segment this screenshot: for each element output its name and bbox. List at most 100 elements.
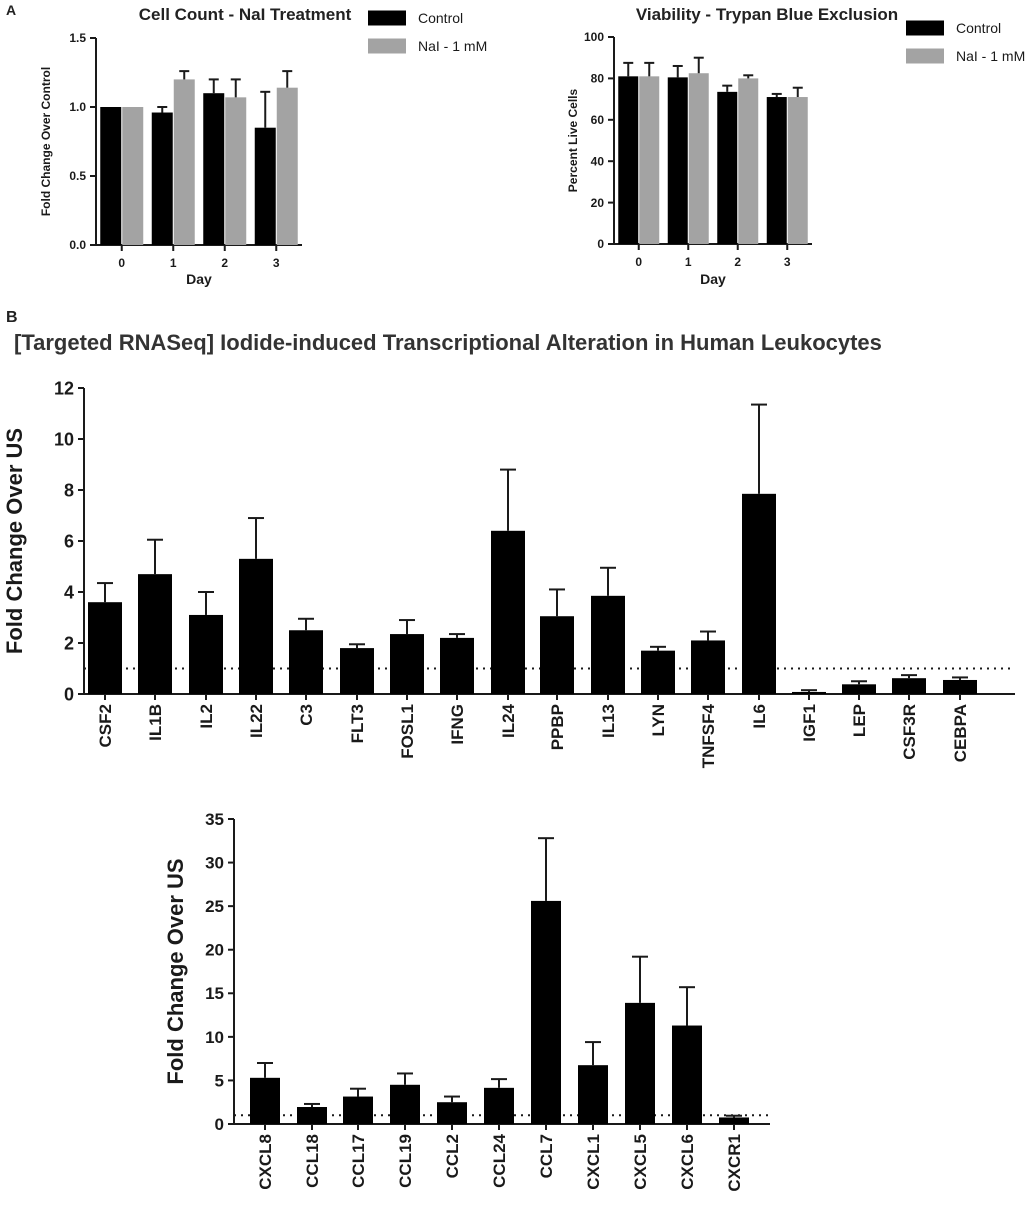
x-tick-label: 1 — [170, 256, 177, 270]
legend-swatch-nai — [368, 38, 406, 54]
y-tick-label: 25 — [205, 897, 224, 916]
y-axis-label: Percent Live Cells — [566, 88, 580, 192]
bar-il24 — [491, 530, 525, 694]
x-tick-label: CEBPA — [951, 704, 970, 762]
x-tick-label: CCL19 — [396, 1134, 415, 1188]
y-tick-label: 1.5 — [69, 31, 86, 45]
x-tick-label: 3 — [784, 255, 791, 269]
x-tick-label: 0 — [635, 255, 642, 269]
bar-fosl1 — [390, 634, 424, 694]
bar-control-day-3 — [254, 127, 276, 245]
legend-label-control: Control — [956, 20, 1001, 36]
bar-cxcl1 — [578, 1065, 608, 1124]
bar-ccl19 — [390, 1084, 420, 1124]
rnaseq-genes-chart: 0 2 4 6 8 10 12 Fold Change Over US CSF2 IL1B IL2 I… — [2, 378, 1015, 768]
y-tick-label: 30 — [205, 854, 224, 873]
x-tick-label: CXCL5 — [631, 1134, 650, 1190]
y-tick-label: 20 — [591, 196, 605, 210]
legend-swatch-control — [906, 20, 944, 36]
x-tick-label: FLT3 — [348, 704, 367, 743]
y-tick-label: 4 — [64, 582, 74, 602]
bar-control-day-1 — [667, 77, 688, 245]
bar-cxcl5 — [625, 1002, 655, 1124]
x-tick-label: CCL17 — [349, 1134, 368, 1188]
y-tick-label: 2 — [64, 633, 74, 653]
y-tick-label: 35 — [205, 810, 224, 829]
bar-control-day-0 — [100, 107, 122, 245]
bar-control-day-2 — [717, 91, 738, 244]
x-tick-label: IL1B — [146, 704, 165, 741]
y-axis-label: Fold Change Over US — [163, 858, 188, 1084]
y-tick-label: 0.0 — [69, 238, 86, 252]
bar-igf1 — [792, 691, 826, 694]
bar-nai-day-2 — [225, 97, 247, 245]
viability-chart: Viability - Trypan Blue Exclusion 0 20 40 60… — [566, 5, 1025, 287]
bar-nai-day-1 — [688, 73, 709, 244]
bar-control-day-1 — [151, 112, 173, 246]
legend-label-control: Control — [418, 10, 463, 26]
chart-title: Viability - Trypan Blue Exclusion — [636, 5, 898, 24]
x-tick-label: C3 — [297, 704, 316, 726]
y-tick-label: 0 — [597, 237, 604, 251]
x-tick-label: PPBP — [548, 704, 567, 750]
bar-il6 — [742, 493, 776, 694]
y-tick-label: 5 — [215, 1071, 224, 1090]
x-tick-label: CXCL1 — [584, 1134, 603, 1190]
bar-il2 — [189, 614, 223, 694]
x-tick-label: CCL24 — [490, 1133, 509, 1187]
x-tick-label: CSF2 — [96, 704, 115, 747]
x-tick-label: 2 — [221, 256, 228, 270]
chart-title: Cell Count - NaI Treatment — [139, 5, 352, 24]
bar-il22 — [239, 558, 273, 694]
panel-label-a: A — [6, 2, 16, 18]
x-axis-label: Day — [186, 271, 212, 287]
bar-csf3r — [892, 678, 926, 694]
y-tick-label: 80 — [591, 72, 605, 86]
legend-swatch-control — [368, 10, 406, 26]
bar-ccl2 — [437, 1102, 467, 1124]
bar-nai-day-3 — [276, 87, 298, 246]
y-tick-label: 100 — [584, 30, 604, 44]
x-tick-label: CXCL6 — [678, 1134, 697, 1190]
y-tick-label: 1.0 — [69, 100, 86, 114]
bar-nai-day-3 — [787, 97, 808, 244]
bar-ccl24 — [484, 1087, 514, 1124]
x-tick-label: LYN — [649, 704, 668, 736]
bar-ppbp — [540, 616, 574, 694]
bar-ccl17 — [343, 1096, 373, 1124]
legend-label-nai: NaI - 1 mM — [956, 48, 1025, 64]
y-tick-label: 40 — [591, 154, 605, 168]
x-tick-label: IGF1 — [800, 704, 819, 742]
bar-control-day-3 — [766, 97, 787, 244]
bar-nai-day-0 — [639, 76, 660, 244]
x-tick-label: IL2 — [197, 704, 216, 729]
y-tick-label: 20 — [205, 941, 224, 960]
x-tick-label: 1 — [685, 255, 692, 269]
bar-cebpa — [943, 679, 977, 694]
x-tick-label: IL24 — [499, 703, 518, 738]
bar-ifng — [440, 637, 474, 694]
bar-lep — [842, 684, 876, 694]
bar-c3 — [289, 630, 323, 694]
bar-flt3 — [340, 648, 374, 694]
bar-cxcl6 — [672, 1025, 702, 1124]
bar-control-day-2 — [203, 93, 225, 245]
x-tick-label: CCL2 — [443, 1134, 462, 1178]
x-tick-label: CSF3R — [900, 704, 919, 760]
rnaseq-chemokines-chart: 0 5 10 15 20 25 30 35 Fold Change Over US CXCL8 CC… — [163, 810, 770, 1192]
bar-control-day-0 — [618, 76, 639, 244]
bar-tnfsf4 — [691, 640, 725, 694]
bar-ccl7 — [531, 900, 561, 1124]
y-tick-label: 8 — [64, 480, 74, 500]
y-tick-label: 15 — [205, 984, 224, 1003]
bar-nai-day-0 — [122, 107, 144, 245]
x-axis-label: Day — [700, 271, 726, 287]
bar-csf2 — [88, 602, 122, 694]
bar-lyn — [641, 650, 675, 694]
x-tick-label: FOSL1 — [398, 704, 417, 759]
panel-label-b: B — [6, 309, 18, 326]
y-tick-label: 60 — [591, 113, 605, 127]
y-tick-label: 10 — [54, 429, 74, 449]
bar-il13 — [591, 595, 625, 694]
